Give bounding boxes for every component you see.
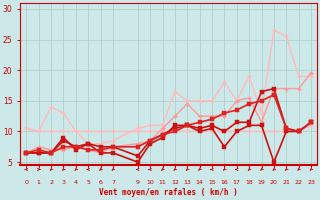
X-axis label: Vent moyen/en rafales ( km/h ): Vent moyen/en rafales ( km/h ) [99, 188, 238, 197]
